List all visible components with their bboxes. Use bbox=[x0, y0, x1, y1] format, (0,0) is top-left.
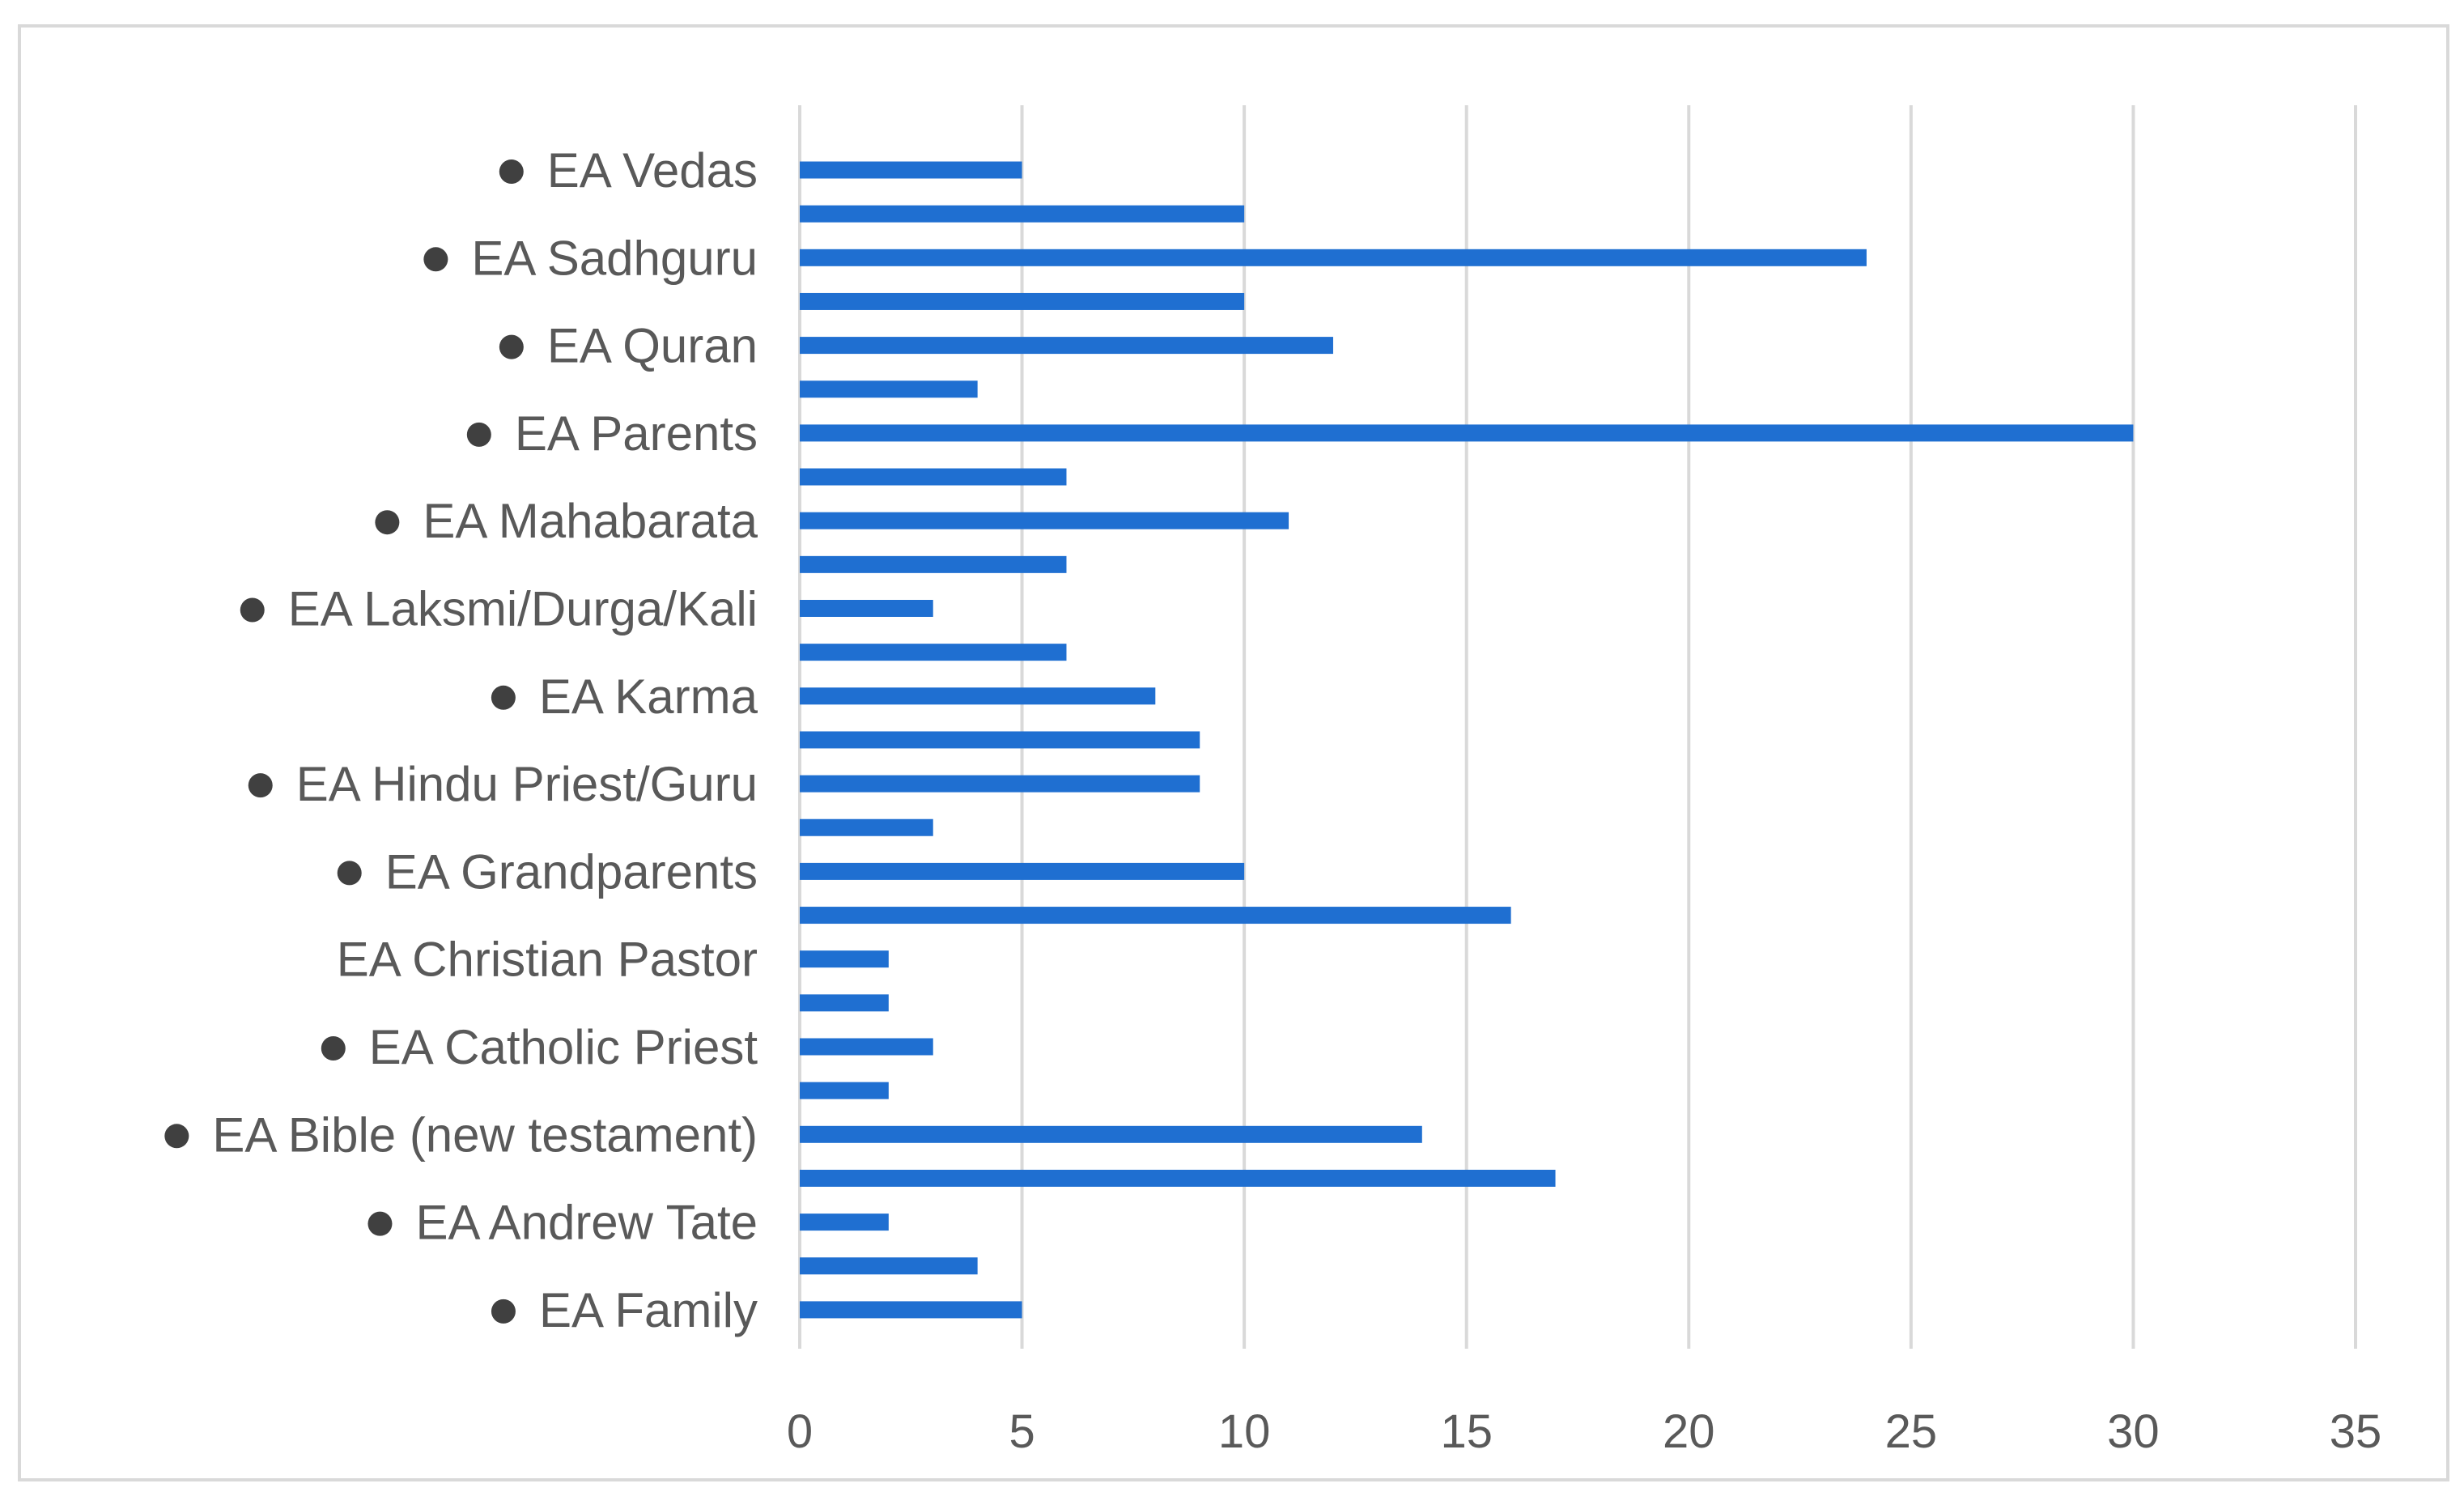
x-tick-label: 15 bbox=[1440, 1405, 1493, 1458]
bar-26 bbox=[800, 1301, 1022, 1319]
bar-24 bbox=[800, 1214, 889, 1231]
bullet-icon bbox=[375, 510, 400, 535]
category-label: EA Laksmi/Durga/Kali bbox=[288, 582, 758, 636]
x-tick-label: 20 bbox=[1663, 1405, 1715, 1458]
category-label: EA Family bbox=[539, 1283, 758, 1337]
bullet-icon bbox=[240, 597, 265, 623]
x-tick-label: 25 bbox=[1885, 1405, 1938, 1458]
category-label: EA Bible (new testament) bbox=[212, 1107, 758, 1162]
bar-4 bbox=[800, 337, 1333, 355]
category-label: EA Sadhguru bbox=[471, 231, 758, 285]
bullet-icon bbox=[491, 1299, 516, 1324]
bar-18 bbox=[800, 950, 889, 968]
bar-21 bbox=[800, 1082, 889, 1099]
bar-25 bbox=[800, 1257, 978, 1275]
bullet-icon bbox=[367, 1211, 393, 1236]
x-axis-tick-labels: 0 5 10 15 20 25 30 35 bbox=[787, 1405, 2381, 1458]
category-label: EA Andrew Tate bbox=[415, 1196, 758, 1250]
category-label: EA Mahabarata bbox=[423, 494, 758, 548]
x-tick-label: 10 bbox=[1218, 1405, 1271, 1458]
bar-chart: EA Vedas EA Sadhguru EA Quran EA Parents EA … bbox=[164, 105, 2381, 1458]
category-labels: EA Vedas EA Sadhguru EA Quran EA Parents EA … bbox=[164, 143, 758, 1337]
bar-14 bbox=[800, 775, 1200, 793]
bullet-icon bbox=[164, 1124, 189, 1149]
x-tick-label: 35 bbox=[2330, 1405, 2382, 1458]
bullet-icon bbox=[491, 685, 516, 710]
bar-19 bbox=[800, 994, 889, 1012]
bullet-icon bbox=[248, 773, 273, 798]
bar-3 bbox=[800, 292, 1245, 310]
bar-16 bbox=[800, 862, 1245, 880]
bar-1 bbox=[800, 205, 1245, 223]
category-label: EA Vedas bbox=[547, 143, 758, 198]
bar-0 bbox=[800, 161, 1022, 179]
bar-7 bbox=[800, 468, 1067, 486]
bar-10 bbox=[800, 600, 933, 617]
category-label: EA Grandparents bbox=[385, 844, 758, 899]
bar-15 bbox=[800, 818, 933, 836]
bar-17 bbox=[800, 907, 1511, 925]
category-label: EA Christian Pastor bbox=[337, 933, 758, 987]
category-label: EA Parents bbox=[515, 406, 758, 461]
x-tick-label: 5 bbox=[1009, 1405, 1034, 1458]
bullet-icon bbox=[499, 334, 524, 359]
category-label: EA Quran bbox=[547, 319, 758, 373]
bar-20 bbox=[800, 1038, 933, 1056]
bar-8 bbox=[800, 512, 1289, 529]
gridlines bbox=[798, 105, 2357, 1349]
bar-23 bbox=[800, 1169, 1556, 1187]
category-label: EA Catholic Priest bbox=[369, 1020, 758, 1074]
bar-2 bbox=[800, 249, 1867, 266]
bar-12 bbox=[800, 687, 1156, 705]
bar-13 bbox=[800, 731, 1200, 749]
bullet-icon bbox=[423, 247, 448, 272]
bar-22 bbox=[800, 1125, 1422, 1143]
bullet-icon bbox=[337, 861, 362, 886]
bullet-icon bbox=[499, 159, 524, 184]
chart-frame: EA Vedas EA Sadhguru EA Quran EA Parents EA … bbox=[18, 24, 2449, 1481]
x-tick-label: 0 bbox=[787, 1405, 813, 1458]
bullet-icon bbox=[321, 1036, 346, 1061]
bars bbox=[800, 161, 2134, 1319]
bar-11 bbox=[800, 644, 1067, 661]
bar-9 bbox=[800, 555, 1067, 573]
x-tick-label: 30 bbox=[2107, 1405, 2160, 1458]
category-label: EA Hindu Priest/Guru bbox=[296, 757, 758, 811]
bar-6 bbox=[800, 424, 2134, 442]
category-label: EA Karma bbox=[539, 669, 758, 724]
bar-5 bbox=[800, 380, 978, 398]
bullet-icon bbox=[466, 422, 491, 447]
